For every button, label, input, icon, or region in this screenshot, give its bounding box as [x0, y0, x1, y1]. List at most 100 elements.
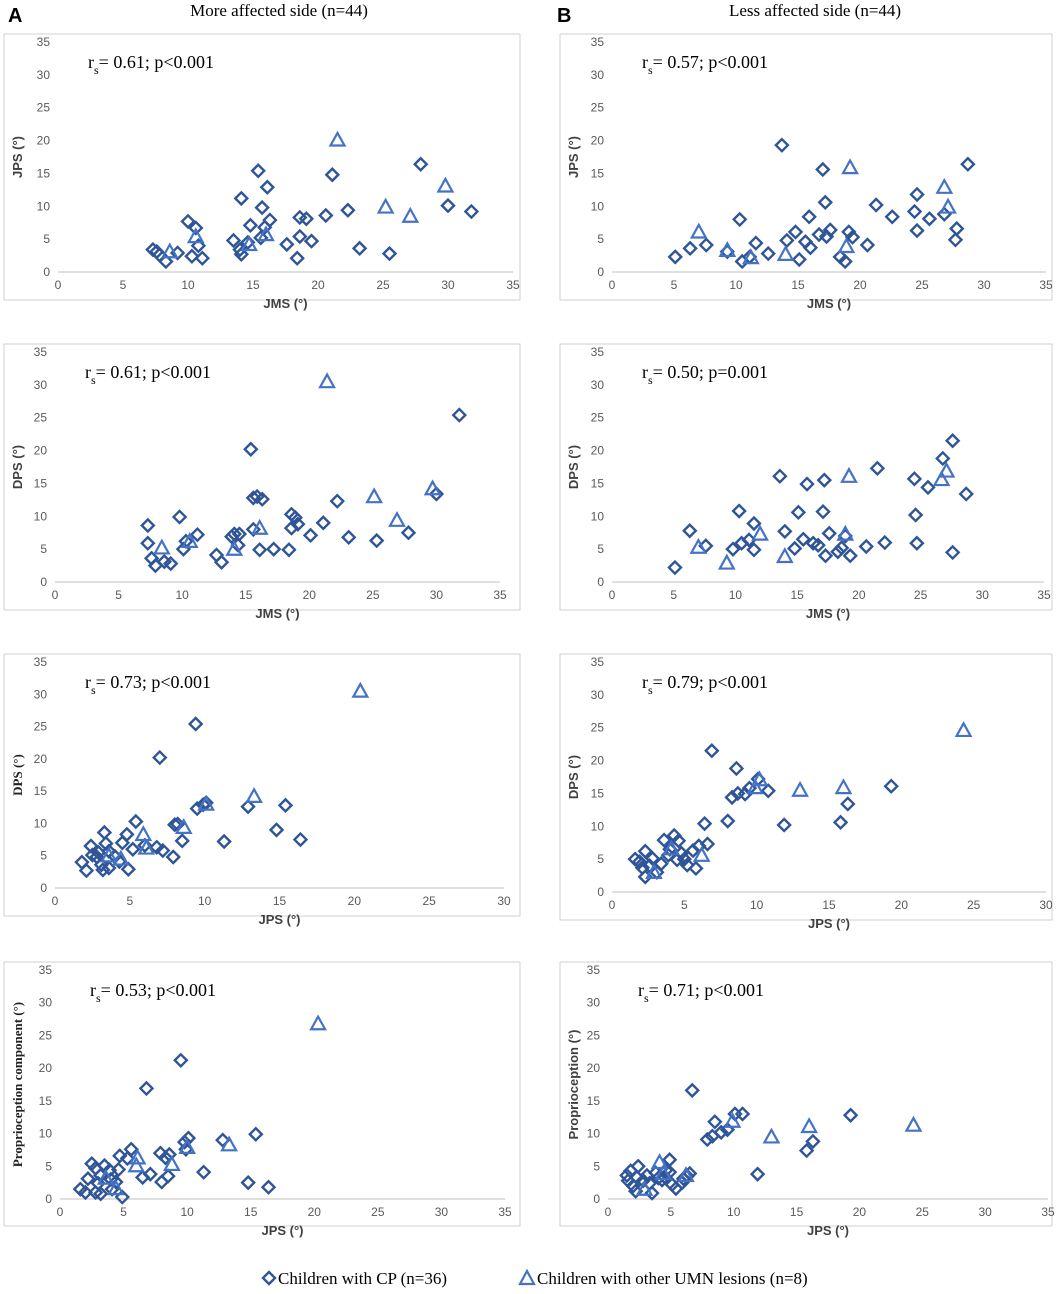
- y-tick-label: 0: [597, 265, 604, 279]
- umn-point-triangle: [186, 227, 205, 244]
- x-tick-label: 30: [441, 278, 455, 292]
- y-tick-label: 30: [591, 378, 605, 392]
- cp-point-diamond: [728, 760, 745, 777]
- umn-point-triangle: [250, 518, 269, 535]
- x-tick-label: 10: [181, 278, 195, 292]
- cp-point-diamond: [816, 472, 832, 488]
- cp-point-diamond: [289, 250, 305, 266]
- umn-point-triangle: [152, 538, 171, 555]
- y-tick-label: 35: [34, 655, 48, 669]
- cp-point-diamond: [174, 833, 190, 849]
- cp-point-diamond: [80, 1171, 96, 1187]
- cp-point-diamond: [869, 460, 886, 477]
- cp-point-diamond: [240, 1174, 256, 1191]
- chart-frame: [3, 33, 521, 301]
- scatter-plot-grid: 0 5 10 15 20 25 30 35 0 5 10 15 20 25 30 35 JMS (°) JPS (…: [3, 33, 1055, 1238]
- umn-point-triangle: [775, 547, 794, 564]
- cp-point-diamond: [909, 535, 925, 551]
- cp-point-diamond: [248, 1126, 264, 1142]
- x-tick-label: 5: [668, 1205, 675, 1219]
- correlation-annotation: rs= 0.71; p<0.001: [638, 980, 764, 1005]
- cp-point-diamond: [233, 246, 249, 262]
- cp-point-diamond: [704, 743, 720, 759]
- chart-frame: [559, 33, 1053, 301]
- cp-point-diamond: [262, 212, 278, 228]
- cp-point-diamond: [190, 238, 207, 254]
- cp-point-diamond: [650, 1170, 666, 1186]
- cp-point-diamond: [725, 541, 741, 557]
- cp-point-diamond: [844, 229, 861, 245]
- cp-point-diamond: [252, 542, 268, 558]
- cp-point-diamond: [840, 796, 856, 812]
- cp-point-diamond: [257, 219, 273, 236]
- y-axis-label: DPS (°): [10, 445, 25, 489]
- umn-point-triangle: [689, 222, 708, 239]
- x-tick-label: 25: [366, 588, 380, 602]
- cp-point-diamond: [684, 1082, 700, 1099]
- x-tick-label: 20: [311, 278, 325, 292]
- cp-point-diamond: [268, 822, 285, 838]
- rs-symbol: r: [90, 980, 96, 1000]
- cp-point-diamond: [682, 1165, 698, 1182]
- cp-point-diamond: [748, 235, 764, 251]
- x-axis-label: JPS (°): [808, 916, 850, 931]
- cp-point-diamond: [187, 716, 204, 732]
- cp-point-diamond: [215, 1132, 231, 1148]
- cp-point-diamond: [859, 237, 876, 253]
- cp-point-diamond: [949, 220, 965, 237]
- umn-point-triangle: [662, 839, 681, 856]
- umn-point-triangle: [107, 1179, 125, 1196]
- cp-point-diamond: [225, 232, 242, 249]
- cp-point-diamond: [720, 813, 736, 829]
- umn-point-triangle: [776, 244, 795, 261]
- rs-symbol: r: [85, 672, 91, 692]
- umn-point-triangle: [111, 849, 130, 866]
- umn-point-triangle: [840, 466, 858, 483]
- y-tick-label: 15: [591, 166, 605, 180]
- x-tick-label: 25: [422, 894, 436, 908]
- y-tick-label: 0: [45, 1192, 52, 1206]
- y-axis-label: DPS (°): [10, 754, 25, 796]
- y-tick-label: 5: [597, 232, 604, 246]
- x-tick-label: 35: [1037, 588, 1051, 602]
- legend-diamond-icon: [261, 1270, 277, 1286]
- cp-point-diamond: [254, 199, 270, 216]
- cp-point-diamond: [637, 843, 653, 859]
- x-tick-label: 25: [376, 278, 390, 292]
- chart-b-row-1: 0 5 10 15 20 25 30 35 0 5 10 15 20 25 30 35 JMS (°) JPS (…: [559, 33, 1053, 311]
- rs-subscript: s: [648, 683, 653, 697]
- y-tick-label: 20: [587, 1061, 601, 1075]
- umn-point-triangle: [939, 197, 957, 214]
- cp-point-diamond: [315, 515, 331, 531]
- cp-point-diamond: [790, 504, 807, 521]
- y-tick-label: 5: [597, 852, 604, 866]
- umn-point-triangle: [436, 176, 455, 193]
- umn-point-triangle: [318, 372, 336, 389]
- x-tick-label: 20: [895, 898, 909, 912]
- y-tick-label: 10: [591, 199, 605, 213]
- umn-point-triangle: [723, 1111, 742, 1128]
- cp-point-diamond: [842, 1107, 859, 1123]
- x-tick-label: 25: [967, 898, 981, 912]
- umn-point-triangle: [904, 1115, 923, 1132]
- cp-point-diamond: [799, 476, 815, 492]
- y-tick-label: 35: [39, 963, 53, 977]
- rs-symbol: r: [642, 52, 648, 72]
- cp-point-diamond: [802, 239, 819, 256]
- cp-point-diamond: [774, 137, 790, 153]
- x-tick-label: 5: [670, 588, 677, 602]
- x-tick-label: 0: [55, 278, 62, 292]
- umn-point-triangle: [160, 242, 179, 259]
- x-tick-label: 0: [57, 1205, 64, 1219]
- y-tick-label: 35: [587, 963, 601, 977]
- cp-point-diamond: [101, 860, 117, 876]
- cp-point-diamond: [713, 1124, 729, 1140]
- cp-point-diamond: [119, 826, 135, 843]
- panel-a-letter: A: [8, 5, 22, 27]
- x-tick-label: 30: [976, 588, 990, 602]
- umn-point-triangle: [163, 1155, 181, 1172]
- y-tick-label: 0: [43, 265, 50, 279]
- cp-point-diamond: [907, 507, 924, 523]
- cp-point-diamond: [795, 531, 812, 547]
- cp-point-diamond: [682, 240, 698, 257]
